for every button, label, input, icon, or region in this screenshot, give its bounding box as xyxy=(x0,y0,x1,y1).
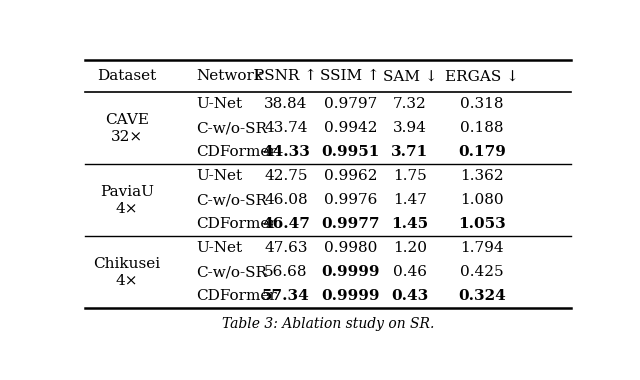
Text: 42.75: 42.75 xyxy=(264,169,308,184)
Text: 38.84: 38.84 xyxy=(264,97,308,111)
Text: 0.9999: 0.9999 xyxy=(321,265,380,279)
Text: 1.75: 1.75 xyxy=(393,169,427,184)
Text: 44.33: 44.33 xyxy=(262,146,310,159)
Text: 7.32: 7.32 xyxy=(393,97,427,111)
Text: SSIM ↑: SSIM ↑ xyxy=(321,69,380,83)
Text: 1.45: 1.45 xyxy=(391,217,428,231)
Text: C-w/o-SR: C-w/o-SR xyxy=(196,121,268,135)
Text: U-Net: U-Net xyxy=(196,97,243,111)
Text: 57.34: 57.34 xyxy=(262,289,310,303)
Text: Network: Network xyxy=(196,69,264,83)
Text: 1.362: 1.362 xyxy=(460,169,504,184)
Text: 1.053: 1.053 xyxy=(458,217,506,231)
Text: 0.46: 0.46 xyxy=(393,265,427,279)
Text: 47.63: 47.63 xyxy=(264,241,308,255)
Text: 0.9962: 0.9962 xyxy=(324,169,377,184)
Text: C-w/o-SR: C-w/o-SR xyxy=(196,265,268,279)
Text: U-Net: U-Net xyxy=(196,241,243,255)
Text: 0.9951: 0.9951 xyxy=(321,146,380,159)
Text: C-w/o-SR: C-w/o-SR xyxy=(196,193,268,207)
Text: 1.20: 1.20 xyxy=(393,241,427,255)
Text: SAM ↓: SAM ↓ xyxy=(383,69,437,83)
Text: 1.794: 1.794 xyxy=(460,241,504,255)
Text: 0.324: 0.324 xyxy=(458,289,506,303)
Text: 0.425: 0.425 xyxy=(460,265,504,279)
Text: CAVE
32×: CAVE 32× xyxy=(105,113,149,144)
Text: 0.9977: 0.9977 xyxy=(321,217,380,231)
Text: 0.179: 0.179 xyxy=(458,146,506,159)
Text: 46.47: 46.47 xyxy=(262,217,310,231)
Text: 0.43: 0.43 xyxy=(391,289,428,303)
Text: 1.080: 1.080 xyxy=(460,193,504,207)
Text: 0.9797: 0.9797 xyxy=(324,97,377,111)
Text: CDFormer: CDFormer xyxy=(196,146,277,159)
Text: 46.08: 46.08 xyxy=(264,193,308,207)
Text: ERGAS ↓: ERGAS ↓ xyxy=(445,69,518,83)
Text: Table 3: Ablation study on SR.: Table 3: Ablation study on SR. xyxy=(222,317,434,331)
Text: 1.47: 1.47 xyxy=(393,193,427,207)
Text: 0.9976: 0.9976 xyxy=(324,193,377,207)
Text: U-Net: U-Net xyxy=(196,169,243,184)
Text: CDFormer: CDFormer xyxy=(196,217,277,231)
Text: 0.188: 0.188 xyxy=(460,121,504,135)
Text: 0.9942: 0.9942 xyxy=(324,121,377,135)
Text: CDFormer: CDFormer xyxy=(196,289,277,303)
Text: PSNR ↑: PSNR ↑ xyxy=(254,69,317,83)
Text: 3.71: 3.71 xyxy=(391,146,428,159)
Text: 3.94: 3.94 xyxy=(393,121,427,135)
Text: 56.68: 56.68 xyxy=(264,265,308,279)
Text: 43.74: 43.74 xyxy=(264,121,308,135)
Text: 0.9999: 0.9999 xyxy=(321,289,380,303)
Text: 0.318: 0.318 xyxy=(460,97,504,111)
Text: 0.9980: 0.9980 xyxy=(324,241,377,255)
Text: Dataset: Dataset xyxy=(97,69,157,83)
Text: Chikusei
4×: Chikusei 4× xyxy=(93,257,161,288)
Text: PaviaU
4×: PaviaU 4× xyxy=(100,185,154,216)
